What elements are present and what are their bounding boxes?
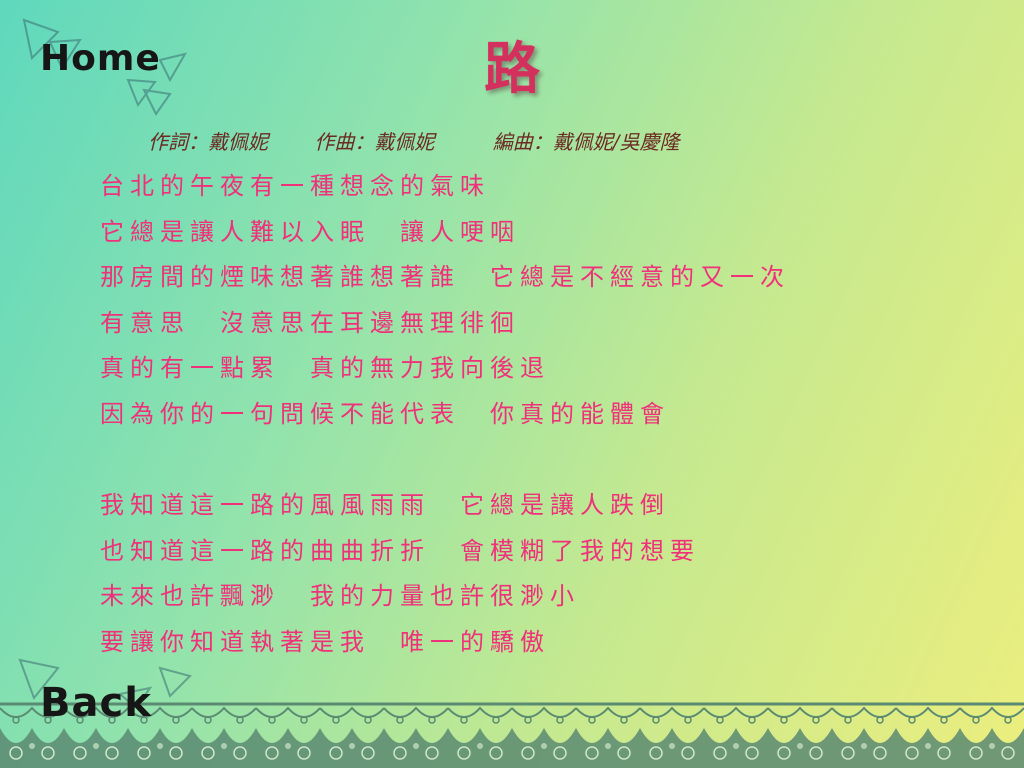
lyrics-block: 台北的午夜有一種想念的氣味 它總是讓人難以入眠 讓人哽咽 那房間的煙味想著誰想著… — [100, 164, 790, 665]
lyric-line: 那房間的煙味想著誰想著誰 它總是不經意的又一次 — [100, 263, 790, 291]
lyric-line: 要讓你知道執著是我 唯一的驕傲 — [100, 627, 550, 656]
lyric-line: 它總是讓人難以入眠 讓人哽咽 — [100, 217, 520, 246]
lyric-line: 我知道這一路的風風雨雨 它總是讓人跌倒 — [100, 491, 670, 519]
home-button[interactable]: Home — [40, 38, 161, 79]
back-button[interactable]: Back — [40, 680, 152, 726]
verse-gap — [100, 437, 790, 483]
lace-border — [0, 698, 1024, 768]
lyric-line: 有意思 沒意思在耳邊無理徘徊 — [100, 308, 520, 337]
lyric-line: 也知道這一路的曲曲折折 會模糊了我的想要 — [100, 536, 700, 565]
composer-credit: 作曲：戴佩妮 — [314, 130, 435, 154]
song-title: 路 — [484, 36, 540, 102]
song-credits: 作詞：戴佩妮 作曲：戴佩妮 編曲：戴佩妮/吳慶隆 — [148, 126, 679, 155]
lyricist-credit: 作詞：戴佩妮 — [148, 130, 268, 154]
lyric-line: 因為你的一句問候不能代表 你真的能體會 — [100, 399, 670, 428]
lyric-line: 真的有一點累 真的無力我向後退 — [100, 354, 550, 382]
lyric-line: 未來也許飄渺 我的力量也許很渺小 — [100, 582, 580, 610]
arranger-credit: 編曲：戴佩妮/吳慶隆 — [492, 130, 680, 154]
lyric-line: 台北的午夜有一種想念的氣味 — [100, 172, 490, 200]
